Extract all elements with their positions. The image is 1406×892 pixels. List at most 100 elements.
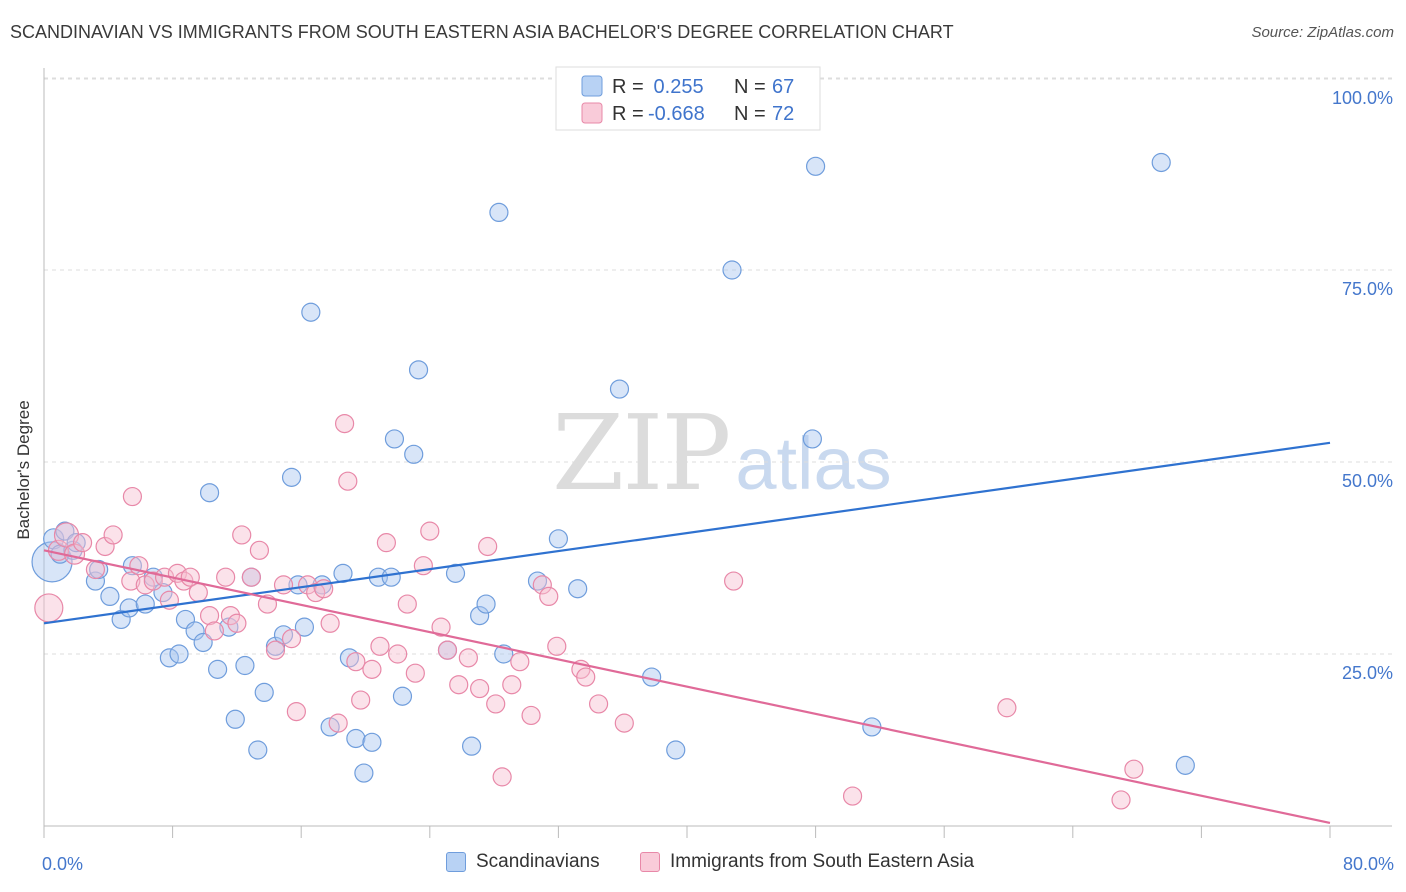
scandinavian-point [193,632,213,653]
immigrant-point [388,644,408,664]
scandinavian-point [408,360,429,380]
immigrant-point [486,694,506,714]
y-axis-label: Bachelor's Degree [14,400,33,540]
immigrant-point [397,594,417,614]
immigrant-point [34,593,64,623]
immigrant-point [216,567,236,587]
immigrant-point [997,698,1017,718]
immigrant-point [286,701,306,722]
immigrant-point [122,486,143,507]
immigrant-point [449,675,469,695]
scandinavian-point [381,567,401,587]
immigrant-point [539,586,559,607]
stats-n-label: N = [734,76,766,98]
scandinavian-point [55,521,75,541]
watermark: ZIPatlas [552,392,892,514]
scandinavian-point [31,541,73,583]
stats-legend-swatch [581,75,603,97]
immigrant-point [265,640,286,660]
scandinavian-point [288,575,308,595]
immigrant-trend-line [43,549,1331,825]
legend-item-scandinavians: Scandinavians [446,851,600,873]
immigrant-point [470,678,490,699]
immigrant-point [362,659,382,679]
immigrant-point [510,652,530,672]
scandinavian-point [362,732,382,752]
source-label: Source: ZipAtlas.com [1251,24,1394,41]
immigrant-point [220,605,241,626]
scandinavian-point [85,571,106,591]
stats-r-label: R = [612,76,644,98]
y-tick-label: 100.0% [1332,88,1393,108]
immigrant-point [72,533,93,553]
scandinavian-point [119,598,139,618]
immigrant-point [95,536,115,557]
scandinavian-point [489,202,509,222]
immigrant-point [370,636,390,656]
immigrant-point [405,663,425,683]
immigrant-point [346,652,366,672]
legend-label-immigrants: Immigrants from South Eastern Asia [670,851,975,872]
immigrant-point [338,471,358,491]
scandinavian-point [281,467,302,487]
scandinavian-point [802,429,822,449]
scandinavian-point [805,156,826,176]
immigrant-point [576,667,596,687]
scandinavian-point [100,586,120,607]
immigrant-point [431,617,451,637]
scandinavian-point [404,444,424,464]
legend-swatch-blue [446,852,466,872]
stats-n-value: 67 [772,76,794,98]
immigrant-point [232,525,252,545]
immigrant-point [328,713,348,733]
immigrant-point [281,629,302,649]
watermark-zip: ZIP [552,392,731,514]
scandinavian-point [548,529,569,549]
stats-legend: R = 0.255 N = 67 R = -0.668 N = 72 [555,66,821,131]
immigrant-point [227,613,247,633]
scandinavian-point [346,728,366,749]
stats-legend-swatch [581,102,603,124]
chart-title: SCANDINAVIAN VS IMMIGRANTS FROM SOUTH EA… [10,22,954,42]
immigrant-point [842,786,863,806]
stats-r-value: -0.668 [648,103,705,125]
scandinavian-point [392,686,413,706]
immigrant-point [320,613,340,633]
immigrant-point [1111,790,1131,810]
stats-r-value: 0.255 [648,76,704,98]
immigrant-point [532,575,552,595]
immigrant-point [521,705,541,726]
y-tick-label: 50.0% [1342,471,1393,491]
scandinavian-point [470,605,490,626]
stats-n-label: N = [734,103,766,125]
scandinavian-point [208,659,228,679]
immigrant-point [614,713,634,733]
scandinavian-point [199,483,220,503]
scandinavian-point [225,709,245,729]
scandinavian-point [609,379,630,399]
immigrant-point [103,525,123,545]
scandinavian-point [111,609,131,630]
scandinavian-point [254,682,274,703]
legend-label-scandinavians: Scandinavians [476,851,600,872]
watermark-atlas: atlas [735,422,892,505]
legend-item-immigrants: Immigrants from South Eastern Asia [640,851,974,873]
immigrant-point [199,605,220,626]
scandinavian-point [301,302,321,322]
scandinavian-point [666,740,686,760]
legend-swatch-pink [640,852,660,872]
scandinavian-point [185,621,205,641]
immigrant-point [420,521,440,541]
scandinavian-point [1175,755,1195,775]
stats-r-label: R = [612,103,644,125]
immigrant-point [351,690,371,710]
scandinavian-point [722,260,742,280]
y-tick-label: 25.0% [1342,663,1393,683]
scandinavian-point [159,648,179,668]
immigrant-point [547,636,567,656]
scandinavian-point [445,563,466,583]
scandinavian-point [1151,152,1171,173]
immigrant-point [376,533,396,553]
bottom-legend: Scandinavians Immigrants from South East… [0,851,1406,879]
